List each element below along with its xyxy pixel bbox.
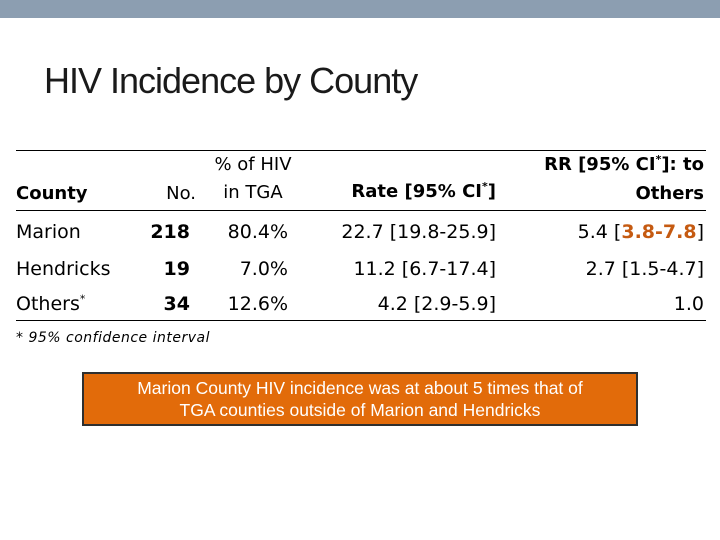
header-county: County bbox=[16, 183, 88, 204]
header-rate-close: ] bbox=[487, 181, 496, 202]
cell-pct: 7.0% bbox=[239, 258, 288, 280]
header-pct-line1: % of HIV bbox=[214, 154, 292, 175]
cell-rate: 22.7 [19.8-25.9] bbox=[341, 221, 496, 243]
header-rr-close: ]: to bbox=[661, 154, 704, 175]
header-rate-text: Rate [95% CI bbox=[351, 181, 482, 202]
callout-box: Marion County HIV incidence was at about… bbox=[82, 372, 638, 426]
cell-rr: 1.0 bbox=[673, 293, 704, 315]
cell-county: Others* bbox=[16, 292, 85, 316]
cell-county: Hendricks bbox=[16, 258, 111, 280]
cell-rr-low: 3.8 bbox=[621, 221, 656, 243]
cell-no: 34 bbox=[163, 293, 190, 315]
header-rr-text: RR [95% CI bbox=[544, 154, 656, 175]
cell-no: 19 bbox=[163, 258, 190, 280]
cell-rr-prefix: 5.4 [ bbox=[577, 221, 622, 243]
cell-rr-sep: - bbox=[655, 221, 663, 243]
header-rr-line2: Others bbox=[635, 183, 704, 204]
footnote: * 95% confidence interval bbox=[16, 330, 210, 346]
cell-pct: 12.6% bbox=[227, 293, 288, 315]
cell-rr: 5.4 [3.8-7.8] bbox=[476, 220, 704, 244]
cell-pct: 80.4% bbox=[227, 221, 288, 243]
slide-top-bar bbox=[0, 0, 720, 18]
slide-title: HIV Incidence by County bbox=[44, 60, 418, 101]
cell-county: Marion bbox=[16, 221, 81, 243]
cell-rate: 4.2 [2.9-5.9] bbox=[377, 293, 496, 315]
cell-rr-high: 7.8 bbox=[662, 221, 697, 243]
cell-rate: 11.2 [6.7-17.4] bbox=[353, 258, 496, 280]
header-rate: Rate [95% CI*] bbox=[296, 180, 496, 204]
table-rule-top bbox=[16, 150, 706, 151]
cell-rr: 2.7 [1.5-4.7] bbox=[585, 258, 704, 280]
header-pct-line2: in TGA bbox=[223, 182, 283, 203]
table-rule-bottom bbox=[16, 320, 706, 321]
callout-line1: Marion County HIV incidence was at about… bbox=[137, 378, 583, 398]
header-rr-asterisk: * bbox=[655, 153, 662, 166]
cell-rr-suffix: ] bbox=[696, 221, 704, 243]
table-rule-header bbox=[16, 210, 706, 211]
callout-line2: TGA counties outside of Marion and Hendr… bbox=[179, 400, 541, 420]
header-rate-asterisk: * bbox=[482, 180, 488, 193]
cell-county-asterisk: * bbox=[79, 292, 86, 306]
cell-no: 218 bbox=[150, 221, 190, 243]
header-rr-line1: RR [95% CI*]: to bbox=[476, 153, 704, 177]
cell-county-text: Others bbox=[16, 293, 80, 315]
header-no: No. bbox=[166, 183, 196, 204]
